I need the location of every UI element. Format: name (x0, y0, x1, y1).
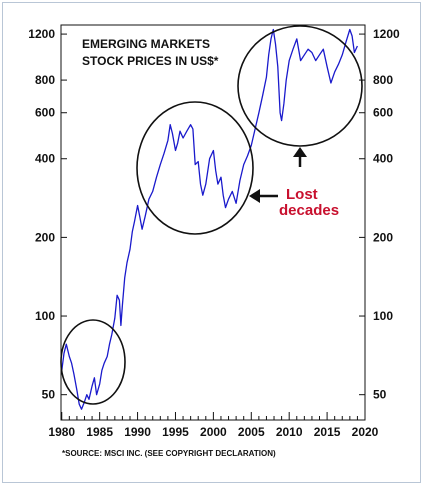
y-tick-label-right: 1200 (373, 27, 400, 41)
chart-title-line-2: STOCK PRICES IN US$* (82, 54, 219, 68)
y-tick-label-left: 50 (42, 388, 56, 402)
x-tick-label: 2020 (352, 425, 379, 439)
x-ticks: 1980 1985 1990 1995 2000 2005 2010 2015 2020 (48, 412, 379, 439)
y-tick-label-left: 1200 (28, 27, 55, 41)
highlight-circle-middle (136, 101, 254, 235)
chart-frame (2, 2, 421, 483)
y-tick-label-right: 600 (373, 106, 393, 120)
chart-title-line-1: EMERGING MARKETS (82, 37, 210, 51)
y-tick-label-right: 400 (373, 152, 393, 166)
y-tick-label-left: 100 (35, 309, 55, 323)
y-tick-label-left: 600 (35, 106, 55, 120)
x-tick-label: 2010 (276, 425, 303, 439)
y-tick-label-left: 200 (35, 230, 55, 244)
x-tick-label: 1980 (48, 425, 75, 439)
arrow-left-icon (249, 189, 278, 203)
arrow-up-icon (293, 147, 307, 167)
x-tick-label: 2015 (314, 425, 341, 439)
plot-area (60, 24, 366, 421)
y-tick-label-right: 800 (373, 73, 393, 87)
annotation-line-1: Lost (286, 186, 318, 203)
x-tick-label: 1985 (86, 425, 113, 439)
y-tick-label-right: 50 (373, 388, 387, 402)
annotation-line-2: decades (279, 202, 339, 219)
highlight-circle-recent (237, 25, 363, 147)
y-ticks-right: 50 100 200 400 600 800 1200 (359, 27, 400, 402)
highlight-circle-early (60, 319, 126, 405)
x-tick-label: 2000 (200, 425, 227, 439)
x-tick-label: 1995 (162, 425, 189, 439)
y-ticks-left: 50 100 200 400 600 800 1200 (28, 27, 67, 402)
y-tick-label-left: 800 (35, 73, 55, 87)
y-tick-label-left: 400 (35, 152, 55, 166)
y-tick-label-right: 200 (373, 230, 393, 244)
x-tick-label: 2005 (238, 425, 265, 439)
x-tick-label: 1990 (124, 425, 151, 439)
series-line (61, 28, 358, 410)
y-tick-label-right: 100 (373, 309, 393, 323)
footnote: *SOURCE: MSCI INC. (SEE COPYRIGHT DECLAR… (62, 449, 276, 458)
